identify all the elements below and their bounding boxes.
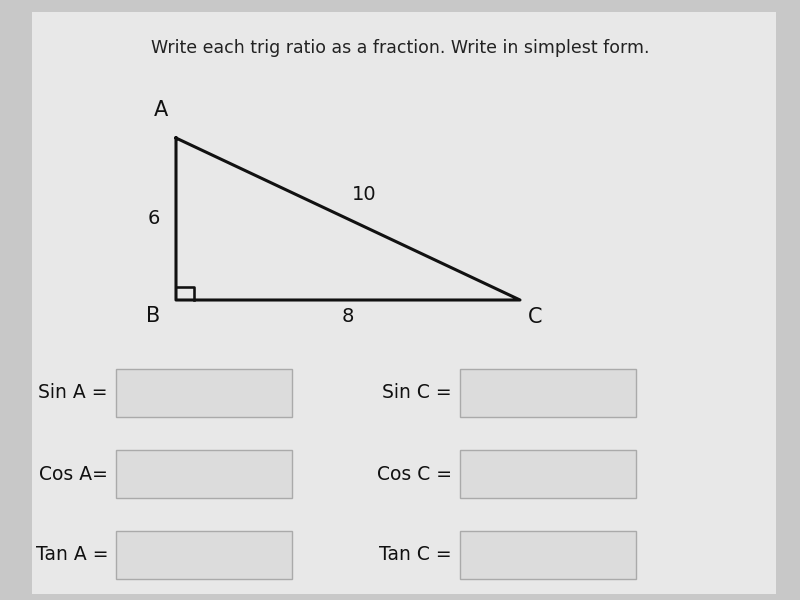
- Text: B: B: [146, 306, 160, 326]
- Text: Tan C =: Tan C =: [379, 545, 452, 565]
- Text: Cos C =: Cos C =: [377, 464, 452, 484]
- Text: Sin A =: Sin A =: [38, 383, 108, 403]
- FancyBboxPatch shape: [116, 369, 292, 417]
- Text: Tan A =: Tan A =: [35, 545, 108, 565]
- FancyBboxPatch shape: [460, 531, 636, 579]
- Text: 8: 8: [342, 307, 354, 326]
- FancyBboxPatch shape: [460, 369, 636, 417]
- Text: C: C: [528, 307, 542, 327]
- Text: Cos A=: Cos A=: [39, 464, 108, 484]
- FancyBboxPatch shape: [116, 531, 292, 579]
- FancyBboxPatch shape: [116, 450, 292, 498]
- FancyBboxPatch shape: [32, 12, 776, 594]
- FancyBboxPatch shape: [460, 450, 636, 498]
- Text: A: A: [154, 100, 168, 120]
- Text: 6: 6: [148, 209, 160, 229]
- Text: Sin C =: Sin C =: [382, 383, 452, 403]
- Text: 10: 10: [352, 185, 376, 204]
- Text: Write each trig ratio as a fraction. Write in simplest form.: Write each trig ratio as a fraction. Wri…: [150, 39, 650, 57]
